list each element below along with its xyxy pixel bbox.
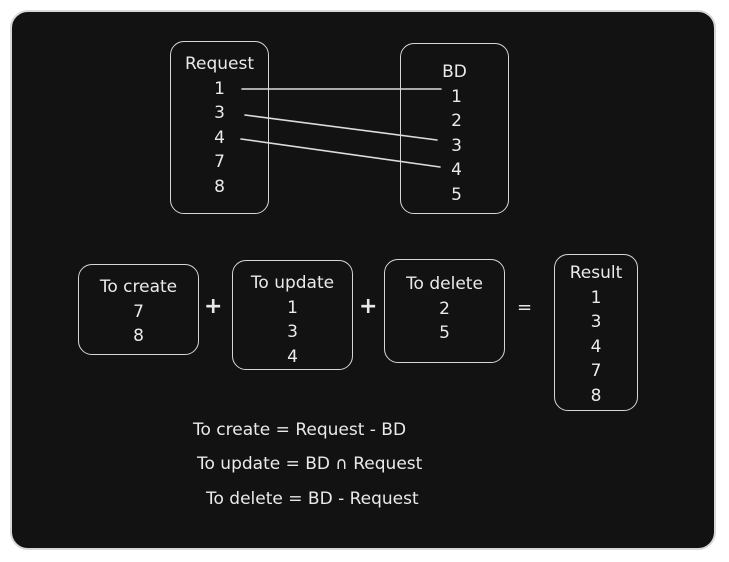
to-update-item: 1 (287, 297, 298, 318)
request-item: 8 (214, 176, 225, 197)
diagram-canvas (10, 10, 716, 550)
to-delete-title: To delete (406, 274, 483, 294)
to-delete-item: 5 (439, 323, 450, 343)
equals-operator: = (517, 297, 533, 318)
link-line-4 (240, 138, 441, 168)
link-line-3 (244, 114, 438, 141)
to-update-box: To update 1 3 4 (232, 260, 353, 370)
to-update-title: To update (250, 273, 335, 293)
bd-title: BD (442, 62, 467, 82)
to-update-item: 4 (287, 346, 298, 367)
result-item: 7 (590, 361, 602, 381)
request-item: 7 (214, 152, 225, 172)
result-item: 1 (590, 287, 602, 308)
bd-box: BD 1 2 3 4 5 (400, 43, 509, 214)
to-delete-item: 2 (439, 298, 450, 319)
formula-to-create: To create = Request - BD (193, 420, 407, 440)
result-item: 4 (590, 336, 602, 357)
request-item: 4 (214, 127, 225, 148)
formula-to-delete: To delete = BD - Request (206, 489, 419, 509)
request-item: 1 (214, 78, 225, 99)
plus-operator: + (359, 294, 378, 319)
bd-item: 3 (451, 135, 462, 156)
result-title: Result (569, 263, 623, 283)
result-item: 3 (590, 312, 602, 332)
to-create-item: 8 (133, 326, 144, 346)
bd-item: 5 (451, 184, 462, 205)
to-update-item: 3 (287, 322, 298, 342)
to-create-box: To create 7 8 (78, 264, 199, 355)
formula-to-update: To update = BD ∩ Request (197, 454, 423, 474)
bd-item: 1 (451, 86, 462, 107)
to-create-title: To create (99, 277, 178, 297)
request-box: Request 1 3 4 7 8 (170, 41, 269, 214)
bd-item: 2 (451, 111, 462, 131)
bd-item: 4 (451, 160, 462, 180)
result-box: Result 1 3 4 7 8 (554, 254, 638, 411)
to-delete-box: To delete 2 5 (384, 259, 505, 363)
request-item: 3 (214, 103, 225, 123)
result-item: 8 (590, 385, 602, 406)
plus-operator: + (204, 294, 223, 319)
to-create-item: 7 (133, 301, 144, 322)
request-title: Request (184, 54, 255, 74)
